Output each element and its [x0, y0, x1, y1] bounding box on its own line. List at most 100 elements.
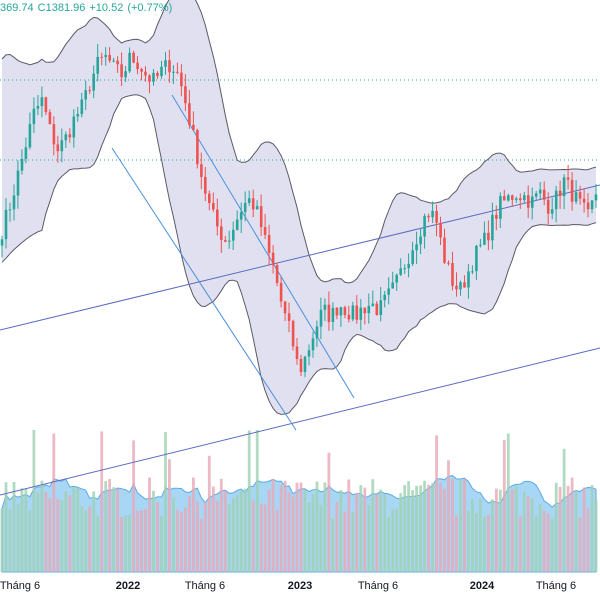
volume-bar [498, 489, 502, 572]
downtrend-line-lower [111, 147, 297, 431]
candle-body [279, 282, 283, 302]
candle-body [72, 116, 76, 138]
candle-body [224, 240, 227, 242]
volume-bar [534, 516, 538, 572]
change-percent: (+0.77%) [127, 2, 173, 14]
candle-body [4, 209, 8, 240]
candle-body [554, 190, 558, 210]
volume-bar [483, 516, 486, 572]
candle-body [88, 90, 91, 92]
volume-bar [176, 510, 179, 572]
candle-body [343, 307, 347, 315]
candle-body [570, 179, 574, 202]
volume-bar [343, 511, 347, 572]
candle-body [140, 69, 143, 72]
candle-body [283, 301, 287, 314]
candle-body [499, 196, 502, 219]
candle-body [391, 282, 394, 289]
candle-body [275, 265, 279, 283]
candle-body [451, 263, 454, 286]
volume-bar [259, 503, 263, 572]
candle-body [419, 236, 422, 245]
candle-body [152, 72, 155, 82]
volume-bar [375, 494, 379, 572]
volume-bar [570, 477, 574, 572]
candle-body [160, 66, 163, 77]
volume-bar [578, 517, 582, 572]
candle-body [487, 232, 490, 241]
candle-body [359, 307, 363, 320]
candle-body [375, 303, 379, 316]
candle-body [128, 52, 131, 72]
band-upper-line [1, 0, 597, 284]
candle-body [299, 359, 303, 373]
volume-bar [76, 487, 80, 572]
candle-body [12, 195, 16, 210]
candle-body [367, 305, 371, 314]
volume-bar [518, 516, 522, 572]
candle-body [0, 239, 4, 246]
volume-bar [88, 506, 92, 572]
volume-bar [219, 478, 223, 572]
candle-body [479, 244, 482, 246]
candle-body [220, 226, 223, 241]
ohlc-partial-value: 369.74 [0, 2, 34, 14]
candle-body [459, 282, 462, 290]
volume-bar [502, 440, 506, 572]
candle-body [439, 222, 442, 238]
candle-body [156, 72, 159, 77]
x-tick-label: 2023 [287, 580, 313, 592]
candle-body [423, 215, 426, 237]
candle-body [168, 60, 171, 73]
candle-body [582, 198, 586, 203]
volume-bar [211, 486, 215, 572]
candle-body [379, 300, 383, 315]
volume-bar [419, 485, 422, 572]
volume-bar [56, 498, 60, 572]
volume-bar [554, 482, 558, 572]
volume-bar [538, 504, 542, 572]
candle-body [40, 97, 44, 107]
candle-body [208, 193, 211, 203]
volume-bar [495, 488, 498, 572]
candle-body [68, 134, 72, 138]
volume-bar [530, 498, 534, 572]
candle-body [546, 199, 550, 214]
candle-body [232, 229, 235, 241]
candle-body [411, 250, 414, 264]
candle-body [144, 71, 147, 76]
volume-bar [311, 494, 315, 572]
volume-bar [72, 487, 76, 572]
volume-bar [550, 518, 554, 572]
candle-body [20, 158, 24, 171]
volume-bar [132, 440, 135, 572]
volume-bar [287, 492, 291, 572]
candle-body [407, 263, 410, 269]
candle-body [523, 195, 526, 201]
candle-body [387, 288, 390, 295]
candle-body [84, 90, 87, 100]
volume-bar [439, 483, 442, 572]
volume-bar [160, 516, 163, 572]
volume-bar [156, 502, 159, 572]
volume-bar [12, 482, 16, 572]
candle-body [32, 108, 36, 125]
candle-body [558, 190, 562, 197]
volume-bar [471, 499, 474, 572]
candle-body [148, 75, 151, 82]
candle-body [578, 192, 582, 199]
candle-body [538, 189, 542, 194]
candle-body [519, 198, 522, 201]
candle-body [542, 189, 546, 200]
ohlc-legend: 369.74 C1381.96 +10.52 (+0.77%) [0, 2, 172, 18]
candle-body [303, 356, 307, 372]
volume-bar [108, 479, 111, 572]
candle-body [164, 60, 167, 67]
candle-body [339, 307, 343, 316]
volume-bar [303, 490, 307, 572]
volume-bar [455, 515, 458, 572]
candle-body [395, 274, 398, 283]
candle-body [239, 212, 243, 220]
volume-bar [247, 430, 251, 572]
